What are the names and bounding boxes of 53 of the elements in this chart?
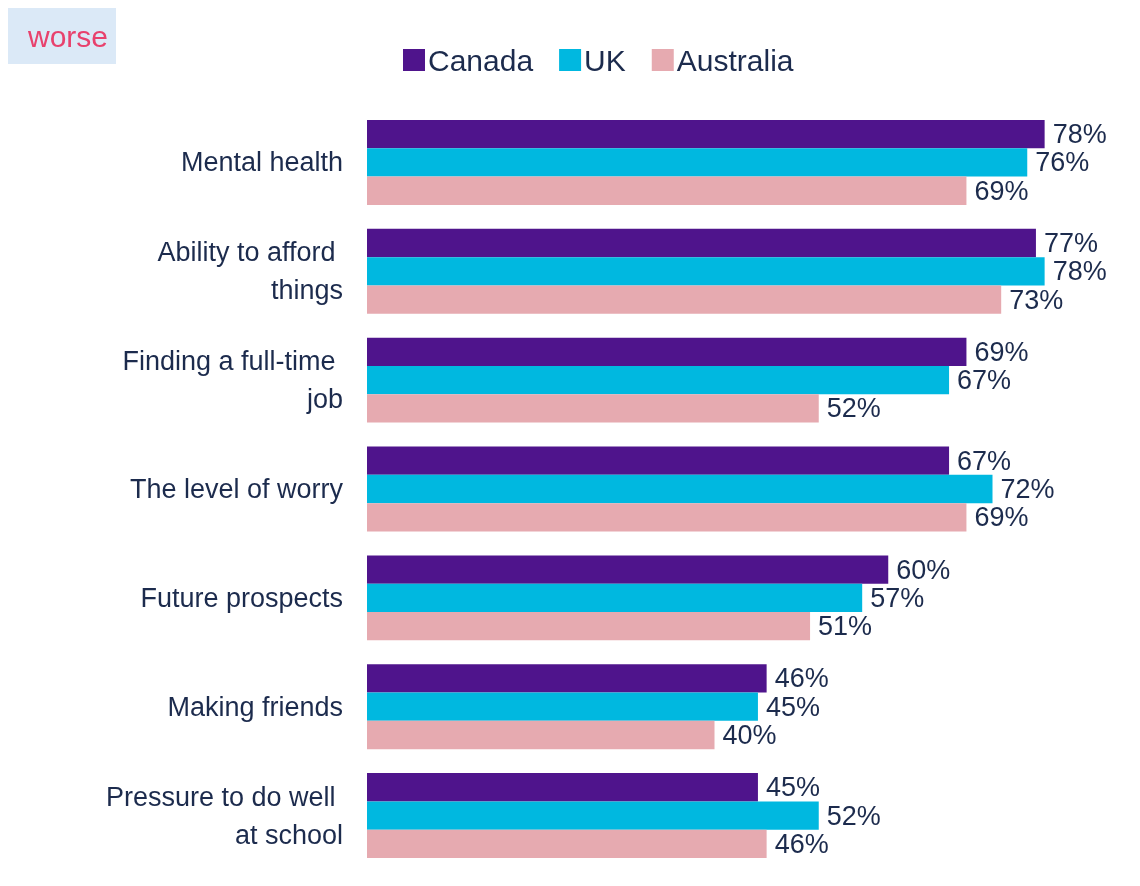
bar [367,228,1036,258]
data-label: 46% [774,828,829,859]
bar [367,720,715,750]
y-tick-label: Finding a full-time job [122,346,343,415]
bar [367,503,967,532]
data-label: 67% [957,365,1012,396]
data-label: 52% [826,800,881,831]
legend-label: Australia [676,43,794,77]
y-tick-label: The level of worry [129,474,344,504]
data-label: 52% [826,393,881,424]
data-label: 76% [1035,147,1090,178]
text: worse [26,19,108,53]
data-label: 67% [957,445,1012,476]
data-label: 57% [870,582,925,613]
bar [367,664,767,693]
bar [367,555,889,584]
bar [367,285,1002,314]
bar [367,176,967,205]
y-tick-label: Ability to afford things [157,237,343,306]
data-label: 60% [896,554,951,585]
data-label: 73% [1009,284,1064,315]
data-label: 46% [774,663,829,694]
data-label: 69% [974,502,1029,533]
bar [367,612,811,641]
legend-label: Canada [428,43,534,77]
bar [367,119,1045,149]
data-label: 45% [765,772,820,803]
y-tick-label: Pressure to do well at school [105,781,343,850]
bar [367,583,863,613]
y-tick-label: Future prospects [140,582,343,613]
data-label: 78% [1052,119,1107,150]
bar [367,394,819,423]
bar [367,801,819,830]
bar [367,337,967,366]
bar [367,365,950,395]
bar [367,148,1028,177]
data-label: 78% [1052,256,1107,287]
data-label: 77% [1043,227,1098,258]
data-label: 51% [818,611,873,642]
bar [367,692,758,721]
legend-label: UK [584,43,626,77]
bar [367,474,993,504]
bar [367,257,1045,286]
bar [367,773,758,802]
y-tick-label: Mental health [180,147,343,178]
bar [367,446,950,475]
bar [367,829,767,859]
y-tick-label: Making friends [167,691,343,722]
data-label: 69% [974,336,1029,367]
data-label: 45% [765,691,820,722]
data-label: 72% [1000,474,1055,504]
data-label: 69% [974,175,1029,206]
data-label: 40% [722,720,777,751]
